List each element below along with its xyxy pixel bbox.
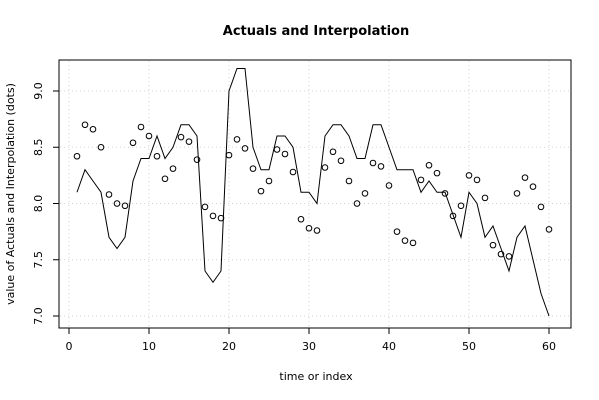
actual-point (105, 191, 113, 198)
actual-point (489, 241, 497, 249)
actual-point (409, 239, 417, 247)
actual-point (257, 187, 265, 195)
x-tick-label: 10 (142, 340, 156, 353)
actual-point (217, 214, 225, 222)
actual-point (185, 138, 193, 145)
actual-point (385, 182, 393, 189)
actual-point (153, 152, 161, 160)
actual-point (249, 165, 257, 172)
actual-point (457, 202, 465, 210)
actual-point (505, 253, 513, 260)
actual-point (241, 145, 249, 152)
actual-point (161, 175, 169, 183)
actual-point (97, 143, 105, 151)
x-tick-label: 30 (302, 340, 316, 353)
actual-point (193, 156, 201, 163)
x-tick-label: 40 (382, 340, 396, 353)
actuals-series (73, 121, 553, 260)
actual-point (297, 215, 305, 223)
x-axis-label: time or index (279, 370, 353, 383)
actual-point (425, 161, 433, 169)
x-tick-label: 20 (222, 340, 236, 353)
y-tick-label: 8.5 (32, 139, 45, 157)
x-axis: 0 10 20 30 40 50 60 (66, 328, 556, 353)
actual-point (305, 224, 313, 232)
actual-point (401, 237, 409, 244)
actual-point (441, 190, 449, 197)
actual-point (233, 136, 241, 143)
actual-point (361, 190, 369, 197)
actual-point (497, 250, 505, 258)
actual-point (145, 132, 153, 140)
y-tick-label: 8.0 (32, 195, 45, 213)
x-tick-label: 60 (542, 340, 556, 353)
actual-point (337, 157, 345, 165)
actual-point (273, 146, 281, 153)
actual-point (465, 172, 473, 179)
actual-point (433, 169, 441, 177)
actual-point (329, 148, 337, 156)
actual-point (545, 226, 553, 233)
actual-point (129, 139, 137, 147)
actual-point (201, 203, 209, 211)
actual-point (473, 176, 481, 184)
actual-point (81, 121, 89, 129)
y-axis-label: value of Actuals and Interpolation (dots… (4, 83, 17, 305)
actual-point (137, 123, 145, 131)
actual-point (321, 164, 329, 171)
actual-point (513, 190, 521, 197)
interpolation-series (76, 68, 550, 317)
actual-point (377, 163, 385, 170)
y-tick-label: 9.0 (32, 82, 45, 100)
actual-point (521, 174, 529, 181)
y-tick-label: 7.5 (32, 251, 45, 269)
x-tick-label: 50 (462, 340, 476, 353)
actual-point (529, 183, 537, 190)
actual-point (417, 176, 425, 184)
actual-point (281, 150, 289, 158)
actual-point (481, 194, 489, 202)
actual-point (225, 151, 233, 159)
y-tick-label: 7.0 (32, 307, 45, 325)
actual-point (169, 165, 177, 172)
actual-point (393, 228, 401, 235)
actual-point (289, 168, 297, 176)
actual-point (121, 202, 129, 210)
x-tick-label: 0 (66, 340, 73, 353)
actual-point (73, 152, 81, 160)
actual-point (313, 227, 321, 234)
actual-point (353, 200, 361, 207)
actual-point (113, 200, 121, 207)
interpolation-line (76, 68, 550, 317)
y-axis: 7.0 7.5 8.0 8.5 9.0 (32, 82, 59, 325)
actual-point (177, 133, 185, 141)
actual-point (209, 212, 217, 220)
actual-point (265, 177, 273, 185)
plot-frame (58, 59, 572, 329)
actual-point (345, 177, 353, 185)
actual-point (537, 203, 545, 211)
actual-point (89, 125, 97, 133)
actual-point (449, 212, 457, 220)
grid (60, 61, 570, 327)
chart-title: Actuals and Interpolation (223, 24, 409, 39)
actual-point (369, 159, 377, 167)
